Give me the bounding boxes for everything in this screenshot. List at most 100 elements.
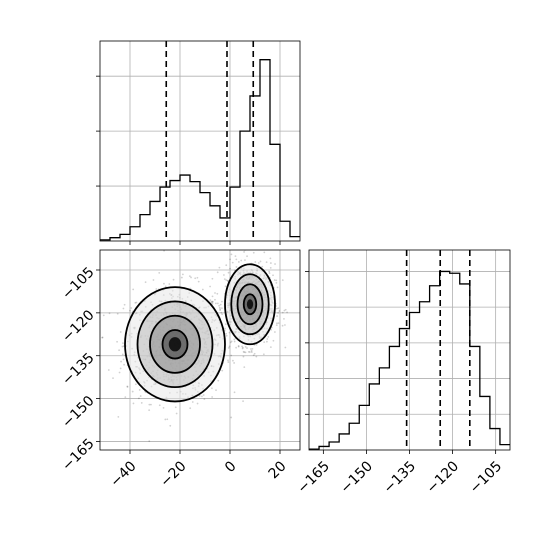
scatter-point <box>242 355 245 358</box>
scatter-point <box>152 279 155 281</box>
scatter-point <box>234 255 237 258</box>
scatter-point <box>158 271 161 274</box>
scatter-point <box>216 302 219 305</box>
scatter-point <box>251 348 254 350</box>
scatter-point <box>201 395 203 398</box>
contour-line <box>224 263 276 346</box>
scatter-point <box>123 303 126 306</box>
scatter-point <box>244 259 246 262</box>
scatter-point <box>229 341 232 344</box>
scatter-point <box>126 385 129 388</box>
scatter-point <box>228 331 231 334</box>
scatter-point <box>263 251 266 254</box>
scatter-point <box>163 282 165 285</box>
histogram-step-outline <box>100 59 300 241</box>
joint-contours <box>124 263 276 403</box>
scatter-point <box>158 404 161 407</box>
scatter-point <box>223 278 226 281</box>
scatter-point <box>172 278 175 281</box>
scatter-point <box>214 298 216 301</box>
scatter-point <box>217 379 220 382</box>
scatter-point <box>283 309 286 312</box>
scatter-point <box>235 266 238 268</box>
scatter-point <box>123 363 125 366</box>
scatter-point <box>240 259 243 262</box>
scatter-point <box>225 334 228 337</box>
scatter-point <box>218 266 221 269</box>
scatter-point <box>244 351 247 354</box>
histogram-y-grid <box>309 250 510 450</box>
scatter-point <box>232 359 234 362</box>
scatter-point <box>276 315 279 317</box>
scatter-point <box>181 273 184 276</box>
scatter-point <box>273 279 276 281</box>
scatter-point <box>150 403 152 406</box>
scatter-point <box>202 394 205 396</box>
scatter-point <box>277 307 280 310</box>
scatter-point <box>211 300 214 303</box>
scatter-point <box>277 322 280 325</box>
scatter-point <box>220 307 223 310</box>
scatter-point <box>227 359 229 362</box>
scatter-point <box>122 358 125 361</box>
scatter-point <box>135 301 138 304</box>
scatter-point <box>243 351 246 354</box>
histogram-y-frame <box>308 249 511 451</box>
scatter-point <box>227 361 230 363</box>
scatter-point <box>233 338 236 341</box>
scatter-point <box>250 349 253 352</box>
scatter-point <box>269 266 272 269</box>
scatter-point <box>230 340 233 343</box>
scatter-point <box>237 261 240 263</box>
scatter-point <box>196 276 199 279</box>
contour-line <box>136 300 214 389</box>
scatter-point <box>235 258 238 261</box>
scatter-point <box>194 277 197 280</box>
scatter-point <box>269 257 272 260</box>
scatter-point <box>241 347 244 350</box>
scatter-point <box>201 288 204 291</box>
scatter-point <box>274 331 276 333</box>
scatter-point <box>122 307 125 310</box>
scatter-point <box>139 395 142 397</box>
histogram-x-ticks <box>96 75 281 245</box>
scatter-point <box>272 274 274 277</box>
scatter-point <box>218 306 221 309</box>
scatter-point <box>121 353 124 356</box>
scatter-point <box>107 369 110 371</box>
scatter-point <box>262 353 265 356</box>
scatter-point <box>116 340 118 343</box>
scatter-point <box>244 345 247 348</box>
scatter-point <box>196 402 199 405</box>
scatter-point <box>224 327 226 330</box>
scatter-point <box>189 407 192 410</box>
scatter-point <box>166 418 169 421</box>
scatter-point <box>118 349 121 352</box>
scatter-point <box>276 286 279 289</box>
contour-line <box>161 329 189 360</box>
scatter-point <box>219 308 222 311</box>
scatter-point <box>252 354 255 357</box>
density-core <box>246 299 254 310</box>
scatter-point <box>134 301 137 304</box>
scatter-point <box>144 281 147 284</box>
scatter-point <box>102 314 105 317</box>
scatter-point <box>223 274 225 276</box>
scatter-point <box>237 344 240 347</box>
scatter-point <box>233 391 236 394</box>
scatter-point <box>180 276 183 279</box>
histogram-y-quantile-lines <box>405 250 471 450</box>
scatter-point <box>101 336 104 339</box>
contour-line <box>124 286 226 403</box>
scatter-point <box>138 397 140 400</box>
scatter-point <box>122 342 124 345</box>
scatter-point <box>216 271 219 274</box>
scatter-point <box>228 345 231 348</box>
scatter-point <box>230 253 233 256</box>
scatter-point <box>140 402 143 404</box>
scatter-point <box>162 406 165 409</box>
scatter-point <box>265 261 268 264</box>
scatter-point <box>254 261 257 263</box>
histogram-x-bars <box>100 59 300 241</box>
